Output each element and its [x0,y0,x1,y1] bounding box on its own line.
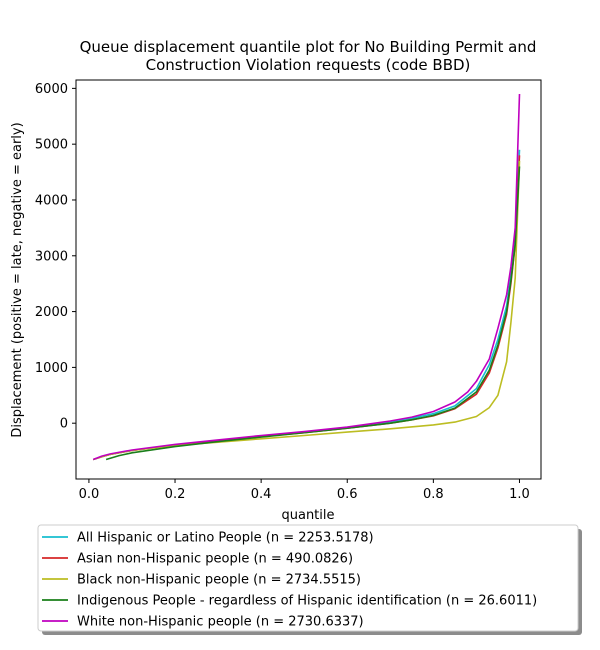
x-tick-label: 0.2 [165,487,186,502]
series-line-1 [92,149,521,461]
x-tick-label: 0.6 [337,487,358,502]
x-tick-label: 1.0 [509,487,530,502]
legend-label-1: All Hispanic or Latino People (n = 2253.… [77,531,374,546]
legend-label-2: Asian non-Hispanic people (n = 490.0826) [77,552,353,567]
plot-area-frame [75,79,542,480]
legend-label-4: Indigenous People - regardless of Hispan… [77,594,537,609]
chart-title-line-1: Queue displacement quantile plot for No … [80,38,537,56]
x-tick-label: 0.8 [423,487,444,502]
y-tick-label: 1000 [35,361,68,376]
x-tick-label: 0.4 [251,487,272,502]
y-tick-label: 6000 [35,82,68,97]
y-tick-label: 3000 [35,249,68,264]
legend-label-5: White non-Hispanic people (n = 2730.6337… [77,615,364,630]
y-tick-label: 2000 [35,305,68,320]
x-axis: 0.0 0.2 0.4 0.6 0.8 1.0 [79,479,530,502]
legend-label-3: Black non-Hispanic people (n = 2734.5515… [77,573,361,588]
y-tick-label: 5000 [35,138,68,153]
series-line-3 [92,160,521,461]
chart-title-line-2: Construction Violation requests (code BB… [146,56,471,74]
y-axis: 0 1000 2000 3000 4000 5000 6000 [35,82,76,432]
x-axis-label: quantile [281,508,334,523]
legend-box [37,524,579,632]
series-line-2 [92,155,521,461]
y-tick-label: 0 [60,417,68,432]
y-axis-label: Displacement (positive = late, negative … [10,122,25,437]
chart-title: Queue displacement quantile plot for No … [80,38,537,74]
x-tick-label: 0.0 [79,487,100,502]
series-line-5 [92,93,521,461]
y-tick-label: 4000 [35,193,68,208]
legend: All Hispanic or Latino People (n = 2253.… [37,524,582,635]
series-line-4 [105,166,521,461]
series-layer [92,93,521,461]
